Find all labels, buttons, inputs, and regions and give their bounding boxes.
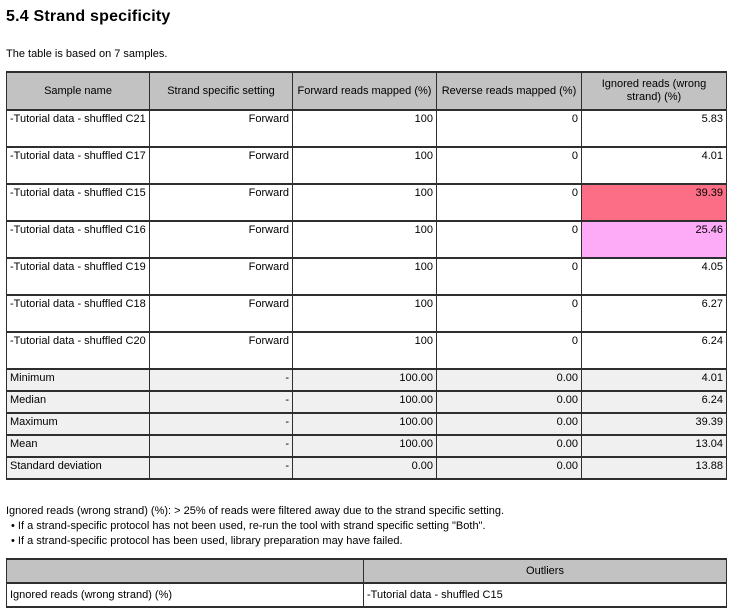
strand-setting-cell: Forward (149, 109, 293, 148)
column-header-strand-setting: Strand specific setting (149, 71, 293, 111)
ignored-reads-cell: 6.24 (581, 331, 727, 370)
strand-setting-cell: Forward (149, 331, 293, 370)
strand-setting-cell: Forward (149, 146, 293, 185)
reverse-reads-cell: 0.00 (436, 412, 582, 436)
summary-row-minimum: Minimum - 100.00 0.00 4.01 (6, 368, 727, 392)
outliers-header-cell: Outliers (363, 558, 727, 584)
summary-row-median: Median - 100.00 0.00 6.24 (6, 390, 727, 414)
intro-text: The table is based on 7 samples. (6, 48, 168, 60)
outliers-header-row: Outliers (6, 558, 727, 584)
strand-setting-cell: - (149, 368, 293, 392)
reverse-reads-cell: 0 (436, 183, 582, 222)
forward-reads-cell: 100 (292, 257, 437, 296)
reverse-reads-cell: 0.00 (436, 456, 582, 480)
note-heading: Ignored reads (wrong strand) (%): > 25% … (6, 505, 505, 517)
summary-row-mean: Mean - 100.00 0.00 13.04 (6, 434, 727, 458)
note-bullet: • If a strand-specific protocol has not … (11, 520, 486, 532)
sample-name-cell: -Tutorial data - shuffled C20 (6, 331, 150, 370)
forward-reads-cell: 100 (292, 294, 437, 333)
column-header-reverse-reads: Reverse reads mapped (%) (436, 71, 582, 111)
forward-reads-cell: 100.00 (292, 434, 437, 458)
summary-label-cell: Median (6, 390, 150, 414)
strand-setting-cell: - (149, 456, 293, 480)
reverse-reads-cell: 0.00 (436, 390, 582, 414)
strand-setting-cell: - (149, 390, 293, 414)
reverse-reads-cell: 0 (436, 257, 582, 296)
ignored-reads-cell: 13.04 (581, 434, 727, 458)
reverse-reads-cell: 0 (436, 331, 582, 370)
strand-setting-cell: - (149, 412, 293, 436)
forward-reads-cell: 100 (292, 183, 437, 222)
strand-setting-cell: Forward (149, 183, 293, 222)
summary-label-cell: Minimum (6, 368, 150, 392)
ignored-reads-cell: 4.05 (581, 257, 727, 296)
ignored-reads-cell: 6.27 (581, 294, 727, 333)
reverse-reads-cell: 0 (436, 109, 582, 148)
strand-specificity-table: Sample name Strand specific setting Forw… (6, 71, 727, 480)
forward-reads-cell: 100 (292, 146, 437, 185)
outliers-data-row: Ignored reads (wrong strand) (%) -Tutori… (6, 582, 727, 608)
table-row: -Tutorial data - shuffled C19 Forward 10… (6, 257, 727, 296)
column-header-forward-reads: Forward reads mapped (%) (292, 71, 437, 111)
page-title: 5.4 Strand specificity (6, 8, 171, 25)
ignored-reads-cell-high-outlier: 39.39 (581, 183, 727, 222)
note-bullet: • If a strand-specific protocol has been… (11, 535, 403, 547)
ignored-reads-cell: 39.39 (581, 412, 727, 436)
reverse-reads-cell: 0 (436, 220, 582, 259)
reverse-reads-cell: 0 (436, 146, 582, 185)
table-row: -Tutorial data - shuffled C21 Forward 10… (6, 109, 727, 148)
summary-label-cell: Standard deviation (6, 456, 150, 480)
outliers-table: Outliers Ignored reads (wrong strand) (%… (6, 558, 727, 608)
outliers-samples-cell: -Tutorial data - shuffled C15 (363, 582, 727, 608)
column-header-sample-name: Sample name (6, 71, 150, 111)
summary-row-maximum: Maximum - 100.00 0.00 39.39 (6, 412, 727, 436)
ignored-reads-cell: 13.88 (581, 456, 727, 480)
table-row: -Tutorial data - shuffled C20 Forward 10… (6, 331, 727, 370)
strand-setting-cell: Forward (149, 220, 293, 259)
table-header-row: Sample name Strand specific setting Forw… (6, 71, 727, 111)
sample-name-cell: -Tutorial data - shuffled C21 (6, 109, 150, 148)
table-row: -Tutorial data - shuffled C15 Forward 10… (6, 183, 727, 222)
sample-name-cell: -Tutorial data - shuffled C19 (6, 257, 150, 296)
table-row: -Tutorial data - shuffled C18 Forward 10… (6, 294, 727, 333)
strand-setting-cell: Forward (149, 294, 293, 333)
sample-name-cell: -Tutorial data - shuffled C16 (6, 220, 150, 259)
forward-reads-cell: 100.00 (292, 390, 437, 414)
forward-reads-cell: 100 (292, 220, 437, 259)
forward-reads-cell: 100.00 (292, 368, 437, 392)
ignored-reads-cell: 4.01 (581, 368, 727, 392)
column-header-ignored-reads: Ignored reads (wrong strand) (%) (581, 71, 727, 111)
ignored-reads-cell: 6.24 (581, 390, 727, 414)
table-row: -Tutorial data - shuffled C17 Forward 10… (6, 146, 727, 185)
forward-reads-cell: 100.00 (292, 412, 437, 436)
forward-reads-cell: 100 (292, 331, 437, 370)
ignored-reads-cell-warning: 25.46 (581, 220, 727, 259)
forward-reads-cell: 100 (292, 109, 437, 148)
sample-name-cell: -Tutorial data - shuffled C17 (6, 146, 150, 185)
sample-name-cell: -Tutorial data - shuffled C18 (6, 294, 150, 333)
reverse-reads-cell: 0.00 (436, 368, 582, 392)
table-row: -Tutorial data - shuffled C16 Forward 10… (6, 220, 727, 259)
summary-label-cell: Maximum (6, 412, 150, 436)
reverse-reads-cell: 0.00 (436, 434, 582, 458)
forward-reads-cell: 0.00 (292, 456, 437, 480)
strand-setting-cell: - (149, 434, 293, 458)
ignored-reads-cell: 4.01 (581, 146, 727, 185)
ignored-reads-cell: 5.83 (581, 109, 727, 148)
strand-setting-cell: Forward (149, 257, 293, 296)
sample-name-cell: -Tutorial data - shuffled C15 (6, 183, 150, 222)
summary-row-standard-deviation: Standard deviation - 0.00 0.00 13.88 (6, 456, 727, 480)
notes-block: Ignored reads (wrong strand) (%): > 25% … (6, 504, 727, 549)
summary-label-cell: Mean (6, 434, 150, 458)
outliers-header-empty-cell (6, 558, 364, 584)
outliers-metric-cell: Ignored reads (wrong strand) (%) (6, 582, 364, 608)
reverse-reads-cell: 0 (436, 294, 582, 333)
